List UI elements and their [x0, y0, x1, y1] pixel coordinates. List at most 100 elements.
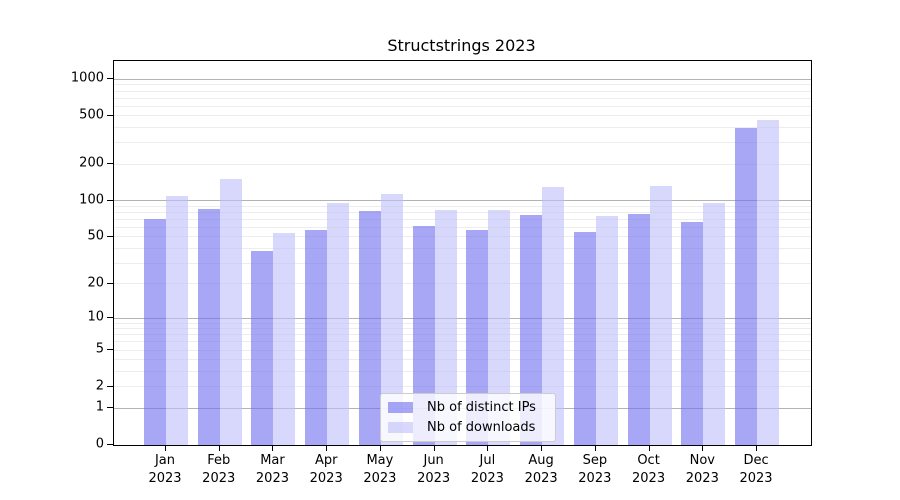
minor-gridline [114, 142, 811, 144]
minor-gridline [114, 90, 811, 92]
minor-gridline [114, 211, 811, 213]
bar-distinct-ips [144, 218, 166, 445]
minor-gridline [114, 359, 811, 361]
legend-swatch-downloads [388, 422, 413, 433]
bar-distinct-ips [735, 128, 758, 445]
minor-gridline [114, 115, 811, 117]
bar-downloads [327, 203, 350, 445]
bar-downloads [595, 215, 618, 445]
legend: Nb of distinct IPs Nb of downloads [380, 393, 556, 442]
y-tick-label: 10 [87, 309, 104, 325]
x-tick-label-aug: Aug 2023 [524, 453, 558, 486]
x-tick-label-apr: Apr 2023 [309, 453, 343, 486]
x-tick-label-nov: Nov 2023 [685, 453, 719, 486]
bar-distinct-ips [412, 225, 435, 445]
y-tick-label: 0 [95, 436, 104, 452]
y-tick-label: 100 [79, 192, 104, 208]
x-tick-label-feb: Feb 2023 [202, 453, 236, 486]
major-gridline [114, 317, 811, 319]
y-tick-label: 50 [87, 228, 104, 244]
minor-gridline [114, 247, 811, 249]
bar-downloads [488, 209, 511, 445]
legend-item-distinct-ips: Nb of distinct IPs [388, 400, 549, 415]
minor-gridline [114, 218, 811, 220]
x-tick-mark [702, 445, 704, 451]
x-tick-label-oct: Oct 2023 [632, 453, 666, 486]
x-tick-label-dec: Dec 2023 [739, 453, 773, 486]
minor-gridline [114, 236, 811, 238]
y-tick-mark [107, 407, 113, 409]
plot-area: Nb of distinct IPs Nb of downloads [113, 60, 812, 446]
legend-item-downloads: Nb of downloads [388, 420, 549, 435]
x-tick-mark [648, 445, 650, 451]
bar-downloads [219, 178, 242, 445]
x-tick-mark [326, 445, 328, 451]
y-tick-mark [107, 163, 113, 165]
bar-downloads [380, 193, 403, 445]
minor-gridline [114, 386, 811, 388]
chart-title: Structstrings 2023 [387, 36, 536, 55]
x-tick-mark [756, 445, 758, 451]
y-tick-label: 2 [95, 378, 104, 394]
legend-label-downloads: Nb of downloads [427, 420, 536, 435]
x-tick-mark [379, 445, 381, 451]
x-tick-label-mar: Mar 2023 [255, 453, 289, 486]
minor-gridline [114, 127, 811, 129]
minor-gridline [114, 328, 811, 330]
bar-downloads [542, 186, 565, 445]
legend-swatch-distinct-ips [388, 402, 413, 413]
y-tick-mark [107, 444, 113, 445]
bar-distinct-ips [466, 230, 489, 445]
x-tick-mark [433, 445, 435, 451]
bar-downloads [757, 120, 780, 445]
minor-gridline [114, 371, 811, 373]
y-tick-label: 20 [87, 275, 104, 291]
x-tick-mark [487, 445, 489, 451]
minor-gridline [114, 283, 811, 285]
minor-gridline [114, 262, 811, 264]
x-tick-label-sep: Sep 2023 [578, 453, 612, 486]
y-tick-mark [107, 235, 113, 237]
y-tick-mark [107, 114, 113, 116]
y-tick-mark [107, 317, 113, 319]
bar-distinct-ips [627, 213, 650, 445]
bar-downloads [703, 202, 726, 445]
y-tick-mark [107, 282, 113, 284]
minor-gridline [114, 322, 811, 324]
bar-distinct-ips [358, 211, 381, 445]
legend-label-distinct-ips: Nb of distinct IPs [427, 400, 536, 415]
y-tick-mark [107, 78, 113, 80]
bar-downloads [166, 195, 188, 445]
minor-gridline [114, 341, 811, 343]
bar-downloads [649, 186, 672, 445]
y-tick-label: 200 [79, 155, 104, 171]
y-tick-label: 5 [95, 341, 104, 357]
bar-downloads [273, 232, 296, 445]
x-tick-mark [594, 445, 596, 451]
y-tick-label: 1 [95, 399, 104, 415]
y-tick-mark [107, 199, 113, 201]
x-tick-label-may: May 2023 [363, 453, 397, 486]
y-tick-label: 1000 [70, 70, 104, 86]
x-tick-label-jan: Jan 2023 [148, 453, 182, 486]
x-tick-label-jul: Jul 2023 [470, 453, 504, 486]
y-tick-label: 500 [79, 107, 104, 123]
minor-gridline [114, 105, 811, 107]
bar-downloads [434, 210, 457, 445]
y-tick-mark [107, 349, 113, 351]
minor-gridline [114, 163, 811, 165]
major-gridline [114, 78, 811, 80]
major-gridline [114, 200, 811, 202]
minor-gridline [114, 226, 811, 228]
bar-distinct-ips [251, 251, 274, 445]
x-tick-mark [165, 445, 166, 451]
bar-distinct-ips [197, 208, 220, 445]
x-tick-mark [541, 445, 543, 451]
x-tick-label-jun: Jun 2023 [417, 453, 451, 486]
bar-distinct-ips [520, 215, 543, 445]
bar-distinct-ips [681, 221, 704, 445]
y-tick-mark [107, 385, 113, 387]
bar-distinct-ips [305, 230, 328, 445]
minor-gridline [114, 84, 811, 86]
